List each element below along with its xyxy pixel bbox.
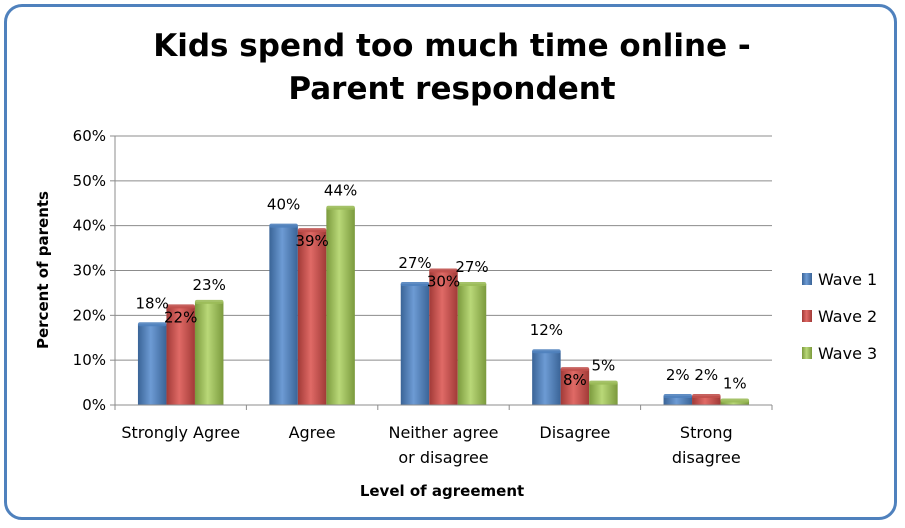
y-tick-label: 60%	[73, 127, 106, 145]
data-labels: 18%22% 23% 40% 39% 44% 27%30%27% 12% 8% 5% 2% 2% 1%	[136, 182, 747, 393]
category-label: Strongly Agree	[121, 423, 240, 442]
data-label: 12%	[530, 321, 563, 339]
bar	[194, 299, 224, 405]
data-label: 2%	[666, 366, 690, 384]
bar	[532, 349, 561, 405]
legend-label: Wave 3	[818, 344, 877, 363]
bar	[400, 281, 430, 405]
bar-body	[532, 351, 561, 405]
bar-body	[194, 301, 224, 405]
chart-title-line-2: Parent respondent	[288, 71, 615, 107]
bar	[429, 268, 458, 405]
y-axis-title: Percent of parents	[34, 191, 52, 349]
legend-swatch	[802, 273, 812, 285]
legend: Wave 1 Wave 2 Wave 3	[802, 270, 877, 363]
data-label: 18%	[136, 294, 169, 312]
bar	[326, 205, 355, 405]
y-tick-label: 0%	[82, 396, 106, 414]
category-label: Neither agree	[388, 423, 498, 442]
bar	[589, 380, 618, 405]
bar	[720, 398, 750, 405]
bar-body	[560, 369, 590, 405]
bar	[457, 281, 487, 405]
bar	[137, 322, 167, 405]
data-label: 8%	[563, 371, 587, 389]
y-tick-label: 10%	[73, 351, 106, 369]
bar-body	[297, 230, 327, 405]
bar-body	[692, 396, 721, 405]
y-tick-label: 40%	[73, 217, 106, 235]
legend-label: Wave 2	[818, 307, 877, 326]
y-axis-ticks: 0% 10% 20% 30% 40% 50% 60%	[73, 127, 115, 414]
data-label: 40%	[267, 196, 300, 214]
bar-body	[663, 396, 693, 405]
bar-top	[429, 268, 458, 273]
y-tick-label: 30%	[73, 262, 106, 280]
bar-top	[560, 367, 590, 372]
bar-body	[589, 382, 618, 405]
bar-top	[400, 281, 430, 286]
bar-top	[194, 299, 224, 304]
data-label: 27%	[455, 258, 488, 276]
bar-top	[297, 228, 327, 233]
bar-top	[457, 281, 487, 286]
bars	[137, 205, 750, 405]
legend-swatch	[802, 347, 812, 359]
y-tick-label: 50%	[73, 172, 106, 190]
gridlines	[115, 135, 772, 361]
bar	[269, 223, 298, 405]
bar-top	[166, 304, 195, 309]
data-label: 44%	[324, 182, 357, 200]
legend-swatch	[802, 310, 812, 322]
category-label: Disagree	[539, 423, 610, 442]
bar-body	[326, 207, 355, 405]
data-label: 23%	[193, 276, 226, 294]
category-label: or disagree	[398, 448, 488, 467]
data-label: 22%	[164, 308, 197, 326]
bar-body	[137, 324, 167, 405]
bar-top	[589, 380, 618, 385]
bar-top	[137, 322, 167, 327]
category-label: disagree	[672, 448, 741, 467]
bar-top	[326, 205, 355, 210]
category-label: Strong	[680, 423, 733, 442]
data-label: 2%	[694, 366, 718, 384]
bar-body	[269, 225, 298, 405]
data-label: 1%	[723, 375, 747, 393]
bar-body	[457, 283, 487, 405]
chart-frame	[4, 4, 897, 520]
bar	[663, 394, 693, 405]
bar-top	[692, 394, 721, 399]
bar-body	[720, 400, 750, 405]
bar-top	[720, 398, 750, 403]
data-label: 39%	[295, 232, 328, 250]
bar-top	[532, 349, 561, 354]
y-tick-label: 20%	[73, 306, 106, 324]
x-axis-title: Level of agreement	[360, 482, 524, 500]
bar-top	[663, 394, 693, 399]
axes	[114, 136, 773, 410]
chart-title-line-1: Kids spend too much time online -	[153, 28, 751, 64]
bar	[166, 304, 195, 405]
bar	[560, 367, 590, 405]
bar-body	[429, 270, 458, 405]
bar-body	[166, 306, 195, 405]
bar	[297, 228, 327, 405]
data-label: 5%	[592, 357, 616, 375]
data-label: 27%	[398, 254, 431, 272]
x-axis-categories: Strongly Agree Agree Neither agree or disag…	[121, 423, 740, 467]
bar-top	[269, 223, 298, 228]
category-label: Agree	[289, 423, 336, 442]
bar-body	[400, 283, 430, 405]
legend-label: Wave 1	[818, 270, 877, 289]
data-label: 30%	[427, 273, 460, 291]
bar	[692, 394, 721, 405]
